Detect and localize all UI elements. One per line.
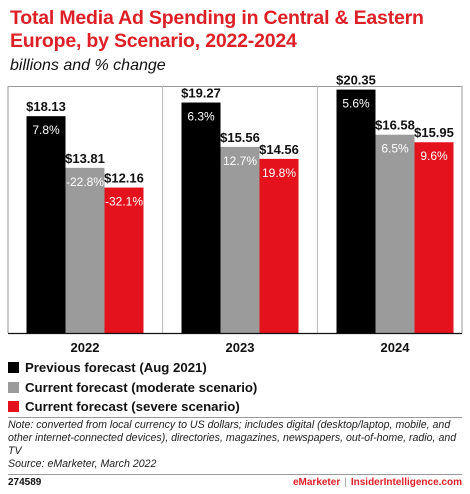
bar-change-label: -32.1% bbox=[105, 195, 143, 209]
legend-label-previous: Previous forecast (Aug 2021) bbox=[25, 360, 207, 376]
category-label: 2022 bbox=[71, 340, 100, 355]
legend-label-severe: Current forecast (severe scenario) bbox=[25, 399, 240, 415]
bar-value-label: $18.13 bbox=[26, 99, 66, 114]
chart-note: Note: converted from local currency to U… bbox=[8, 419, 463, 471]
bar-value-label: $15.56 bbox=[220, 130, 260, 145]
source-text: Source: eMarketer, March 2022 bbox=[8, 458, 157, 470]
bar bbox=[414, 142, 454, 333]
bar-change-label: 9.6% bbox=[420, 149, 448, 163]
bar-value-label: $14.56 bbox=[259, 142, 299, 157]
bar-value-label: $13.81 bbox=[65, 151, 105, 166]
bar-change-label: 6.5% bbox=[381, 142, 409, 156]
bar-change-label: 6.3% bbox=[187, 110, 215, 124]
legend-label-moderate: Current forecast (moderate scenario) bbox=[25, 379, 258, 395]
category-label: 2023 bbox=[226, 340, 255, 355]
bar bbox=[336, 89, 376, 333]
bar-value-label: $20.35 bbox=[336, 73, 376, 88]
chart-subtitle: billions and % change bbox=[10, 57, 166, 74]
category-label: 2024 bbox=[381, 340, 411, 355]
note-divider bbox=[8, 417, 462, 418]
bar bbox=[26, 116, 66, 334]
bar-change-label: 7.8% bbox=[32, 123, 60, 137]
bar bbox=[65, 167, 105, 333]
brand-insider-intelligence: InsiderIntelligence.com bbox=[350, 477, 462, 488]
footer-brand: eMarketer | InsiderIntelligence.com bbox=[293, 477, 462, 488]
bar-change-label: 12.7% bbox=[223, 154, 257, 168]
bar-change-label: -22.8% bbox=[66, 175, 104, 189]
legend-item-previous: Previous forecast (Aug 2021) bbox=[8, 358, 257, 378]
bar bbox=[220, 146, 260, 333]
legend-item-severe: Current forecast (severe scenario) bbox=[8, 397, 257, 417]
bar-value-label: $19.27 bbox=[181, 86, 221, 101]
bar-change-label: 5.6% bbox=[342, 97, 370, 111]
brand-separator: | bbox=[344, 477, 347, 488]
bar-value-label: $15.95 bbox=[414, 125, 454, 140]
legend-swatch-severe bbox=[8, 401, 19, 413]
chart-id: 274589 bbox=[8, 477, 42, 488]
bar bbox=[181, 102, 221, 334]
legend-swatch-previous bbox=[8, 362, 19, 374]
bar bbox=[259, 158, 299, 333]
bar-value-label: $12.16 bbox=[104, 171, 144, 186]
bar bbox=[104, 187, 144, 333]
legend-swatch-moderate bbox=[8, 381, 19, 393]
brand-emarketer: eMarketer bbox=[292, 477, 341, 488]
note-text: Note: converted from local currency to U… bbox=[8, 419, 457, 457]
bar-chart: $18.13 7.8% $13.81 -22.8% $12.16 -32.1% 2022 $1… bbox=[7, 73, 463, 355]
legend-item-moderate: Current forecast (moderate scenario) bbox=[8, 378, 257, 398]
footer-divider bbox=[8, 474, 462, 475]
chart-title: Total Media Ad Spending in Central & Eas… bbox=[10, 7, 424, 52]
bar-value-label: $16.58 bbox=[375, 118, 415, 133]
bar bbox=[375, 134, 415, 333]
legend: Previous forecast (Aug 2021) Current for… bbox=[8, 358, 257, 417]
bar-change-label: 19.8% bbox=[262, 166, 296, 180]
